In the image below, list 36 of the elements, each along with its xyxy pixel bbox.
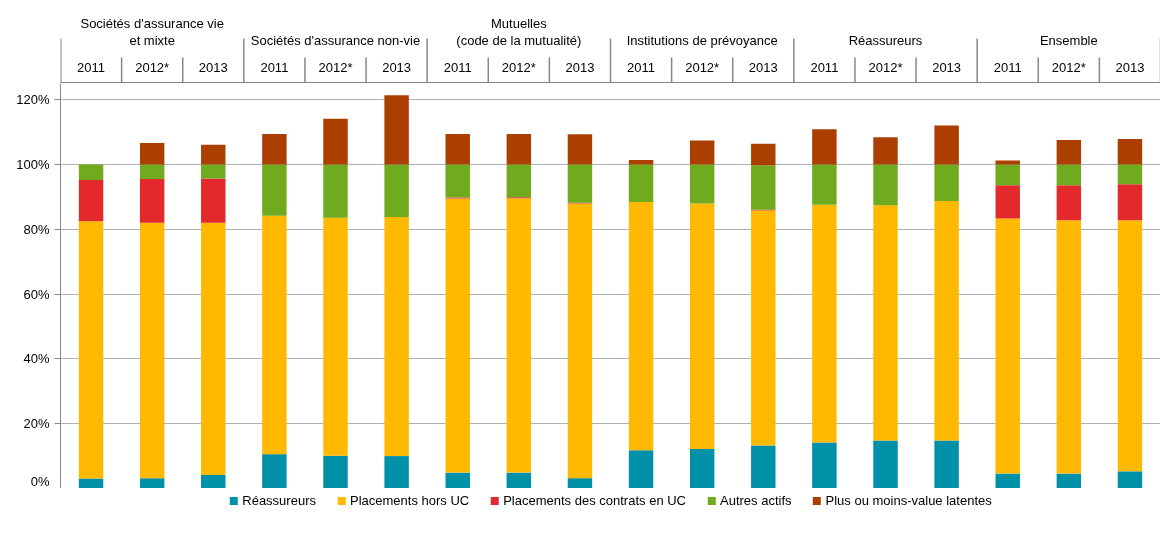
- x-tick-label: 2011: [810, 60, 839, 75]
- x-tick-label: 2013: [382, 60, 412, 75]
- y-tick-label: 0%: [30, 473, 50, 489]
- x-tick-label: 2012*: [318, 60, 353, 75]
- text: Sociétés d'assurance non-vie: [250, 33, 421, 48]
- text: Réassureurs: [848, 33, 923, 48]
- x-tick-label: 2011: [993, 60, 1022, 75]
- text: Sociétés d'assurance vie et mixte: [80, 16, 224, 48]
- text: Ensemble: [1039, 33, 1098, 48]
- x-tick-label: 2013: [748, 60, 778, 75]
- text: Institutions de prévoyance: [626, 33, 778, 48]
- x-tick-label: 2013: [932, 60, 962, 75]
- x-tick-label: 2012*: [868, 60, 903, 75]
- legend-label: Plus ou moins-value latentes: [825, 492, 992, 508]
- y-tick-label: 80%: [23, 221, 50, 237]
- legend-label: Placements des contrats en UC: [503, 492, 686, 508]
- legend-label: Autres actifs: [720, 492, 792, 508]
- x-tick-label: 2011: [443, 60, 472, 75]
- legend-label: Placements hors UC: [349, 492, 470, 508]
- x-tick-label: 2011: [260, 60, 289, 75]
- y-tick-label: 40%: [23, 351, 50, 367]
- y-tick-label: 60%: [23, 286, 50, 302]
- y-tick-label: 100%: [16, 157, 50, 172]
- text: Mutuelles (code de la mutualité): [456, 16, 582, 48]
- legend-label: Réassureurs: [242, 492, 316, 508]
- x-tick-label: 2012*: [685, 60, 720, 75]
- x-tick-label: 2013: [565, 60, 595, 75]
- y-tick-label: 120%: [16, 92, 50, 108]
- x-tick-label: 2011: [77, 60, 106, 75]
- x-tick-label: 2012*: [135, 60, 170, 75]
- y-tick-label: 20%: [23, 416, 50, 432]
- x-tick-label: 2011: [627, 60, 656, 75]
- x-tick-label: 2012*: [501, 60, 536, 75]
- x-tick-label: 2012*: [1051, 60, 1086, 75]
- x-tick-label: 2013: [1115, 60, 1145, 75]
- x-tick-label: 2013: [198, 60, 228, 75]
